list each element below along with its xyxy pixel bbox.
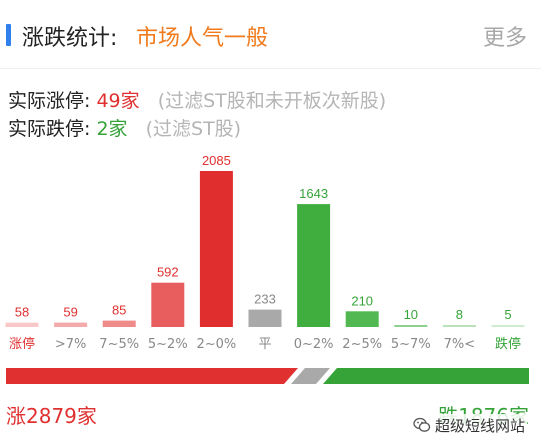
bar-value-label-6: 1643 xyxy=(299,186,328,201)
ratio-flat-segment xyxy=(291,368,330,384)
bar-6 xyxy=(297,204,331,327)
limit-up-stat: 实际涨停: 49家 (过滤ST股和未开板次新股) xyxy=(8,86,386,113)
limit-up-label: 实际涨停: xyxy=(8,90,91,112)
limit-down-label: 实际跌停: xyxy=(8,118,91,140)
bar-8 xyxy=(394,325,428,327)
limit-down-stat: 实际跌停: 2家 (过滤ST股) xyxy=(8,114,241,141)
category-label-10: 跌停 xyxy=(495,336,521,352)
category-label-6: 0~2% xyxy=(294,337,334,352)
bar-10 xyxy=(491,325,525,327)
category-label-5: 平 xyxy=(258,337,271,352)
category-label-2: 7~5% xyxy=(99,337,139,352)
header-divider xyxy=(0,68,541,69)
bar-7 xyxy=(345,311,379,327)
up-total: 涨2879家 xyxy=(6,404,97,428)
panel-title: 涨跌统计: xyxy=(22,26,118,51)
bar-value-label-5: 233 xyxy=(254,292,276,307)
bar-value-label-1: 59 xyxy=(63,305,77,320)
category-label-4: 2~0% xyxy=(197,337,237,352)
bar-value-label-0: 58 xyxy=(15,305,29,320)
ratio-bar-svg xyxy=(6,368,529,384)
limit-up-note: (过滤ST股和未开板次新股) xyxy=(157,90,387,112)
bar-value-label-4: 2085 xyxy=(202,153,231,168)
bar-5 xyxy=(248,309,282,327)
bar-3 xyxy=(151,282,185,327)
category-label-7: 2~5% xyxy=(342,337,382,352)
bar-value-label-9: 8 xyxy=(456,307,463,322)
distribution-chart-svg: 58涨停59>7%857~5%5925~2%20852~0%233平16430~… xyxy=(5,153,525,352)
limit-up-value: 49家 xyxy=(96,90,140,112)
limit-down-value: 2家 xyxy=(96,118,128,140)
category-label-8: 5~7% xyxy=(391,337,431,352)
ratio-down-segment xyxy=(323,368,529,384)
bar-9 xyxy=(442,325,476,327)
bar-value-label-10: 5 xyxy=(504,307,511,322)
category-label-0: 涨停 xyxy=(9,336,35,352)
category-label-9: 7%< xyxy=(444,337,476,352)
up-down-ratio-bar xyxy=(0,366,541,386)
more-link[interactable]: 更多 xyxy=(482,26,527,51)
wechat-icon xyxy=(413,417,431,432)
ratio-up-segment xyxy=(6,368,298,384)
header-accent-bar xyxy=(6,24,11,46)
bar-value-label-2: 85 xyxy=(112,303,126,318)
category-label-1: >7% xyxy=(55,337,87,352)
bar-value-label-3: 592 xyxy=(157,265,179,280)
distribution-chart: 58 涨停 59 >7% 85 7~5% 592 5~2% 2085 2~0% 233 平 1643 0~… xyxy=(0,140,541,360)
bar-4 xyxy=(199,171,233,327)
bar-1 xyxy=(54,322,88,327)
category-label-3: 5~2% xyxy=(148,337,188,352)
bar-2 xyxy=(102,320,136,327)
watermark: 超级短线网站 xyxy=(410,414,527,436)
panel-header: 涨跌统计: 市场人气一般 更多 xyxy=(0,0,541,68)
watermark-text: 超级短线网站 xyxy=(434,416,525,435)
limit-down-note: (过滤ST股) xyxy=(145,118,242,140)
market-sentiment: 市场人气一般 xyxy=(136,26,269,51)
bar-value-label-7: 210 xyxy=(351,293,373,308)
bar-value-label-8: 10 xyxy=(404,307,418,322)
bar-0 xyxy=(5,322,39,327)
